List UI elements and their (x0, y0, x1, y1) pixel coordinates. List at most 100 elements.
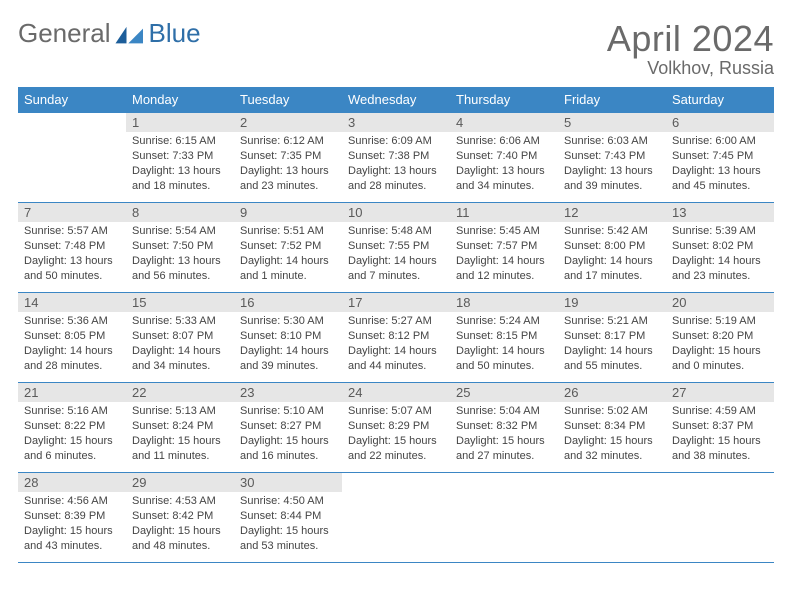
sunset-line: Sunset: 7:40 PM (456, 149, 552, 164)
daylight-line: Daylight: 15 hours and 0 minutes. (672, 344, 768, 374)
calendar-day-cell: 3Sunrise: 6:09 AMSunset: 7:38 PMDaylight… (342, 113, 450, 203)
sunrise-line: Sunrise: 5:16 AM (24, 404, 120, 419)
sunrise-line: Sunrise: 6:03 AM (564, 134, 660, 149)
daylight-line: Daylight: 15 hours and 32 minutes. (564, 434, 660, 464)
day-details: Sunrise: 4:59 AMSunset: 8:37 PMDaylight:… (666, 402, 774, 467)
sunset-line: Sunset: 8:32 PM (456, 419, 552, 434)
brand-logo: General Blue (18, 18, 201, 49)
day-number: 17 (342, 293, 450, 312)
sunset-line: Sunset: 7:33 PM (132, 149, 228, 164)
sunset-line: Sunset: 7:45 PM (672, 149, 768, 164)
weekday-header: Monday (126, 87, 234, 113)
calendar-day-cell: 1Sunrise: 6:15 AMSunset: 7:33 PMDaylight… (126, 113, 234, 203)
calendar-table: SundayMondayTuesdayWednesdayThursdayFrid… (18, 87, 774, 563)
day-details: Sunrise: 5:16 AMSunset: 8:22 PMDaylight:… (18, 402, 126, 467)
calendar-week-row: 14Sunrise: 5:36 AMSunset: 8:05 PMDayligh… (18, 293, 774, 383)
calendar-day-cell: 16Sunrise: 5:30 AMSunset: 8:10 PMDayligh… (234, 293, 342, 383)
day-details: Sunrise: 5:24 AMSunset: 8:15 PMDaylight:… (450, 312, 558, 377)
day-number: 29 (126, 473, 234, 492)
sunset-line: Sunset: 8:20 PM (672, 329, 768, 344)
sunset-line: Sunset: 8:44 PM (240, 509, 336, 524)
day-number: 16 (234, 293, 342, 312)
day-number: 1 (126, 113, 234, 132)
weekday-header: Friday (558, 87, 666, 113)
calendar-day-cell (18, 113, 126, 203)
day-details: Sunrise: 5:10 AMSunset: 8:27 PMDaylight:… (234, 402, 342, 467)
sunrise-line: Sunrise: 5:07 AM (348, 404, 444, 419)
calendar-day-cell: 9Sunrise: 5:51 AMSunset: 7:52 PMDaylight… (234, 203, 342, 293)
sunrise-line: Sunrise: 5:36 AM (24, 314, 120, 329)
day-number: 26 (558, 383, 666, 402)
sunset-line: Sunset: 7:38 PM (348, 149, 444, 164)
sunset-line: Sunset: 8:05 PM (24, 329, 120, 344)
sunset-line: Sunset: 7:43 PM (564, 149, 660, 164)
sunrise-line: Sunrise: 4:56 AM (24, 494, 120, 509)
calendar-day-cell: 8Sunrise: 5:54 AMSunset: 7:50 PMDaylight… (126, 203, 234, 293)
calendar-day-cell: 15Sunrise: 5:33 AMSunset: 8:07 PMDayligh… (126, 293, 234, 383)
calendar-day-cell (666, 473, 774, 563)
sunrise-line: Sunrise: 5:48 AM (348, 224, 444, 239)
calendar-day-cell: 5Sunrise: 6:03 AMSunset: 7:43 PMDaylight… (558, 113, 666, 203)
day-number: 11 (450, 203, 558, 222)
day-details: Sunrise: 5:13 AMSunset: 8:24 PMDaylight:… (126, 402, 234, 467)
calendar-day-cell: 13Sunrise: 5:39 AMSunset: 8:02 PMDayligh… (666, 203, 774, 293)
day-number: 13 (666, 203, 774, 222)
calendar-day-cell: 24Sunrise: 5:07 AMSunset: 8:29 PMDayligh… (342, 383, 450, 473)
daylight-line: Daylight: 14 hours and 17 minutes. (564, 254, 660, 284)
calendar-day-cell: 11Sunrise: 5:45 AMSunset: 7:57 PMDayligh… (450, 203, 558, 293)
daylight-line: Daylight: 13 hours and 28 minutes. (348, 164, 444, 194)
day-details: Sunrise: 6:03 AMSunset: 7:43 PMDaylight:… (558, 132, 666, 197)
calendar-day-cell: 2Sunrise: 6:12 AMSunset: 7:35 PMDaylight… (234, 113, 342, 203)
day-details: Sunrise: 5:30 AMSunset: 8:10 PMDaylight:… (234, 312, 342, 377)
day-details: Sunrise: 5:04 AMSunset: 8:32 PMDaylight:… (450, 402, 558, 467)
daylight-line: Daylight: 15 hours and 16 minutes. (240, 434, 336, 464)
sunset-line: Sunset: 8:39 PM (24, 509, 120, 524)
calendar-day-cell: 19Sunrise: 5:21 AMSunset: 8:17 PMDayligh… (558, 293, 666, 383)
sunset-line: Sunset: 7:35 PM (240, 149, 336, 164)
weekday-header: Saturday (666, 87, 774, 113)
day-details: Sunrise: 6:15 AMSunset: 7:33 PMDaylight:… (126, 132, 234, 197)
daylight-line: Daylight: 14 hours and 50 minutes. (456, 344, 552, 374)
calendar-day-cell: 6Sunrise: 6:00 AMSunset: 7:45 PMDaylight… (666, 113, 774, 203)
day-details: Sunrise: 4:56 AMSunset: 8:39 PMDaylight:… (18, 492, 126, 557)
sunrise-line: Sunrise: 4:59 AM (672, 404, 768, 419)
day-details: Sunrise: 5:21 AMSunset: 8:17 PMDaylight:… (558, 312, 666, 377)
sunrise-line: Sunrise: 6:15 AM (132, 134, 228, 149)
day-details: Sunrise: 5:27 AMSunset: 8:12 PMDaylight:… (342, 312, 450, 377)
sunset-line: Sunset: 8:37 PM (672, 419, 768, 434)
calendar-day-cell: 14Sunrise: 5:36 AMSunset: 8:05 PMDayligh… (18, 293, 126, 383)
daylight-line: Daylight: 13 hours and 50 minutes. (24, 254, 120, 284)
sunrise-line: Sunrise: 5:27 AM (348, 314, 444, 329)
weekday-header: Tuesday (234, 87, 342, 113)
weekday-header: Sunday (18, 87, 126, 113)
day-number: 4 (450, 113, 558, 132)
daylight-line: Daylight: 15 hours and 11 minutes. (132, 434, 228, 464)
sunrise-line: Sunrise: 5:13 AM (132, 404, 228, 419)
sunset-line: Sunset: 7:55 PM (348, 239, 444, 254)
sunset-line: Sunset: 7:48 PM (24, 239, 120, 254)
daylight-line: Daylight: 13 hours and 34 minutes. (456, 164, 552, 194)
calendar-day-cell: 12Sunrise: 5:42 AMSunset: 8:00 PMDayligh… (558, 203, 666, 293)
sunset-line: Sunset: 8:29 PM (348, 419, 444, 434)
sunset-line: Sunset: 7:50 PM (132, 239, 228, 254)
daylight-line: Daylight: 15 hours and 27 minutes. (456, 434, 552, 464)
day-number: 24 (342, 383, 450, 402)
daylight-line: Daylight: 15 hours and 6 minutes. (24, 434, 120, 464)
day-number: 5 (558, 113, 666, 132)
daylight-line: Daylight: 14 hours and 39 minutes. (240, 344, 336, 374)
sunrise-line: Sunrise: 5:45 AM (456, 224, 552, 239)
daylight-line: Daylight: 15 hours and 22 minutes. (348, 434, 444, 464)
day-number: 30 (234, 473, 342, 492)
day-number: 27 (666, 383, 774, 402)
sunrise-line: Sunrise: 5:21 AM (564, 314, 660, 329)
calendar-day-cell: 22Sunrise: 5:13 AMSunset: 8:24 PMDayligh… (126, 383, 234, 473)
sunrise-line: Sunrise: 6:09 AM (348, 134, 444, 149)
calendar-day-cell: 10Sunrise: 5:48 AMSunset: 7:55 PMDayligh… (342, 203, 450, 293)
day-details: Sunrise: 4:53 AMSunset: 8:42 PMDaylight:… (126, 492, 234, 557)
calendar-week-row: 1Sunrise: 6:15 AMSunset: 7:33 PMDaylight… (18, 113, 774, 203)
sunset-line: Sunset: 8:27 PM (240, 419, 336, 434)
sunset-line: Sunset: 8:02 PM (672, 239, 768, 254)
day-details: Sunrise: 5:07 AMSunset: 8:29 PMDaylight:… (342, 402, 450, 467)
sunset-line: Sunset: 8:12 PM (348, 329, 444, 344)
sunset-line: Sunset: 8:07 PM (132, 329, 228, 344)
